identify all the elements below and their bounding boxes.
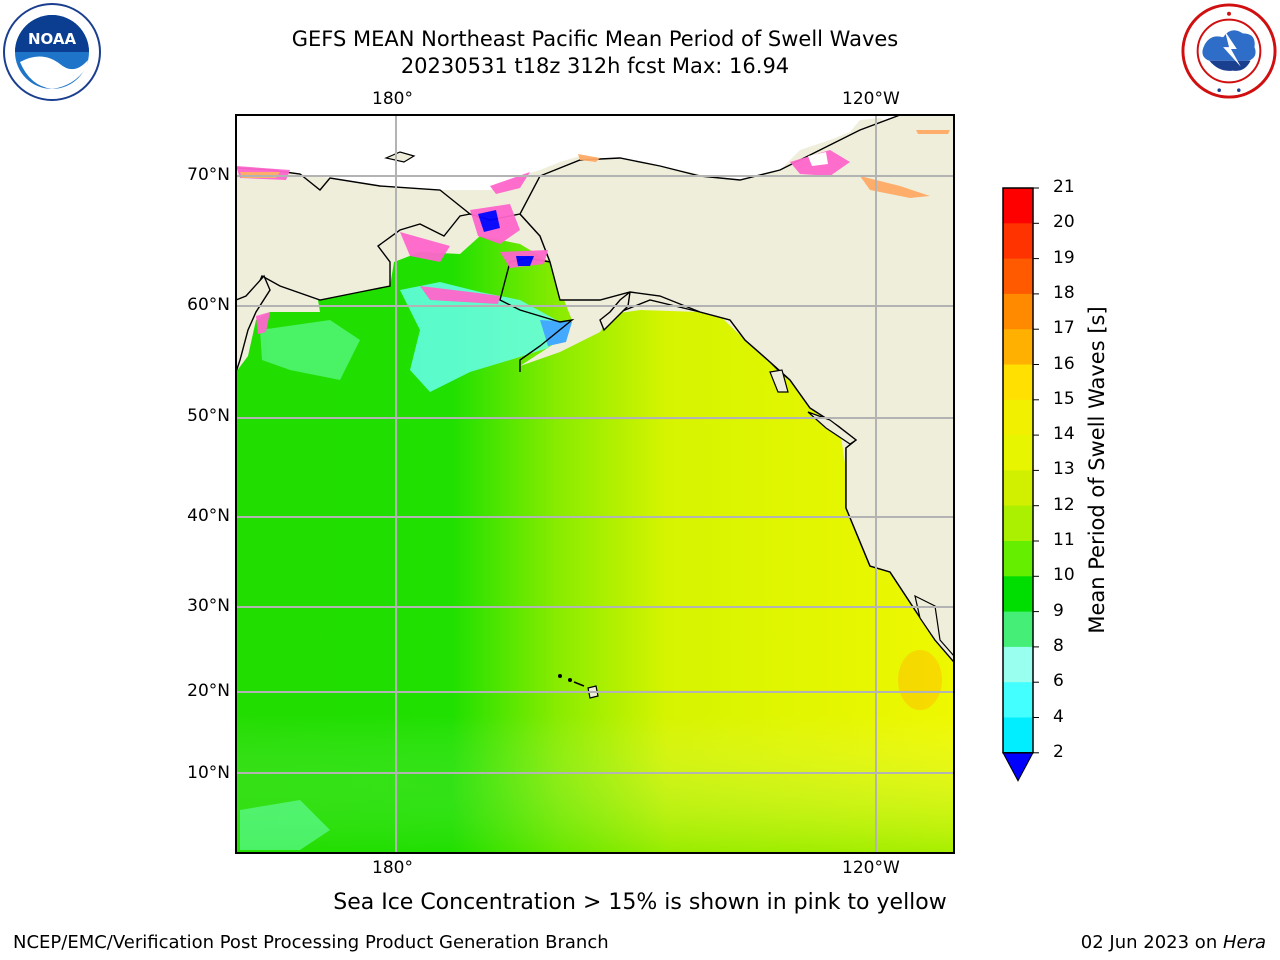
colorbar-tick-label: 2 — [1053, 741, 1064, 762]
lat-label-50n: 50°N — [187, 406, 230, 426]
colorbar-tick-label: 11 — [1053, 530, 1075, 550]
colorbar-tick-label: 4 — [1053, 706, 1064, 727]
colorbar-tick-label: 16 — [1053, 353, 1075, 374]
colorbar-bin — [1003, 611, 1033, 648]
colorbar-tick-label: 10 — [1053, 565, 1075, 586]
colorbar-tick-label: 19 — [1053, 247, 1075, 268]
noaa-logo-text: NOAA — [28, 30, 77, 48]
lat-label-40n: 40°N — [187, 506, 230, 526]
colorbar-bin — [1003, 505, 1033, 542]
colorbar-tick-label: 21 — [1053, 177, 1075, 197]
footer-date: 02 Jun 2023 on Hera — [1081, 932, 1266, 953]
map-title: GEFS MEAN Northeast Pacific Mean Period … — [291, 27, 899, 51]
footer-date-text: 02 Jun 2023 on — [1080, 932, 1223, 953]
sea-ice-note: Sea Ice Concentration > 15% is shown in … — [333, 890, 947, 915]
colorbar-bin — [1003, 188, 1033, 224]
colorbar-bin — [1003, 435, 1033, 471]
colorbar-bin — [1003, 682, 1033, 718]
colorbar-bin — [1003, 223, 1033, 260]
colorbar-tick-label: 9 — [1053, 600, 1064, 621]
colorbar-label: Mean Period of Swell Waves [s] — [1085, 306, 1109, 634]
colorbar-bin — [1003, 293, 1033, 330]
colorbar-tick-label: 12 — [1053, 494, 1075, 515]
colorbar-bin — [1003, 329, 1033, 365]
colorbar-bin — [1003, 646, 1033, 683]
lat-label-60n: 60°N — [187, 295, 230, 315]
colorbar-extend-triangle — [1002, 752, 1034, 782]
lat-label-10n: 10°N — [187, 763, 230, 783]
map-subtitle: 20230531 t18z 312h fcst Max: 16.94 — [400, 54, 790, 78]
colorbar-bin — [1003, 364, 1033, 401]
colorbar-tick-label: 8 — [1053, 635, 1064, 656]
colorbar-tick-label: 6 — [1053, 671, 1064, 692]
map-area — [236, 115, 954, 853]
footer-credit: NCEP/EMC/Verification Post Processing Pr… — [13, 932, 609, 953]
footer-host: Hera — [1222, 932, 1266, 953]
lat-label-20n: 20°N — [187, 681, 230, 701]
lon-label-bottom-180: 180° — [372, 858, 413, 878]
lon-label-top-180: 180° — [372, 89, 413, 109]
colorbar-tick-label: 20 — [1053, 212, 1075, 233]
colorbar-bin — [1003, 258, 1033, 295]
colorbar-bin — [1003, 717, 1033, 754]
colorbar-tick-label: 15 — [1053, 388, 1075, 409]
lat-label-30n: 30°N — [187, 596, 230, 616]
lon-label-top-120w: 120°W — [842, 89, 900, 109]
lat-label-70n: 70°N — [187, 165, 230, 185]
sea-ice — [236, 130, 950, 334]
colorbar-tick-label: 14 — [1053, 424, 1075, 445]
map-frame — [235, 114, 955, 854]
map-gridlines — [236, 115, 954, 853]
colorbar-tick-label: 13 — [1053, 459, 1075, 480]
colorbar-bin — [1003, 576, 1033, 613]
colorbar-bin — [1003, 399, 1033, 436]
colorbar-tick-label: 18 — [1053, 282, 1075, 303]
lon-label-bottom-120w: 120°W — [842, 858, 900, 878]
colorbar — [1002, 187, 1039, 782]
colorbar-tick-label: 17 — [1053, 318, 1075, 339]
nws-logo — [1181, 3, 1277, 99]
colorbar-bin — [1003, 541, 1033, 577]
noaa-logo: NOAA — [3, 3, 101, 101]
colorbar-bin — [1003, 470, 1033, 507]
